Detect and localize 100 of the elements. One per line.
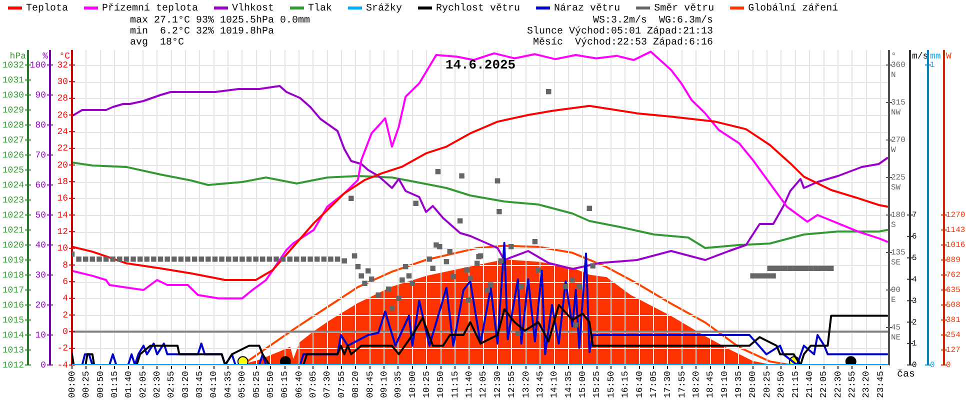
text: 14.6.2025 bbox=[445, 57, 516, 72]
y2-tick-label: 1 bbox=[912, 340, 917, 349]
y-tick-label: 1270 bbox=[946, 211, 966, 220]
y-tick-label: 45 NE bbox=[891, 324, 901, 343]
y-axis-title: ° bbox=[891, 51, 896, 62]
x-tick-label: 03:45 bbox=[195, 371, 206, 398]
x-tick-label: 12:30 bbox=[492, 371, 503, 398]
y-tick-label: 1016 bbox=[946, 241, 966, 250]
y2-tick-label: 2 bbox=[912, 318, 917, 328]
x-tick-label: 20:00 bbox=[748, 371, 758, 398]
y-tick-label: 24 bbox=[57, 127, 68, 138]
x-tick-label: 13:20 bbox=[521, 371, 532, 398]
x-tick-label: 15:50 bbox=[606, 371, 616, 398]
text: min 6.2°C 32% 1019.8hPa bbox=[130, 26, 274, 38]
y-tick-label: 2 bbox=[62, 310, 68, 320]
x-tick-label: 20:50 bbox=[776, 371, 787, 398]
y-axis-title: W bbox=[946, 51, 952, 62]
y2-tick-label: 1018 bbox=[2, 270, 24, 280]
y3-tick-label: 40 bbox=[35, 240, 46, 250]
x-tick-label: 00:00 bbox=[67, 371, 78, 398]
x-tick-label: 05:25 bbox=[252, 371, 262, 398]
y-tick-label: 635 bbox=[946, 286, 961, 296]
y-tick-label: 26 bbox=[57, 110, 68, 120]
y-tick-label: 22 bbox=[57, 144, 68, 154]
y3-tick-label: 60 bbox=[35, 180, 46, 190]
y2-tick-label: 7 bbox=[912, 211, 917, 220]
x-tick-label: 09:35 bbox=[394, 371, 404, 398]
legend-label: Přízemní teplota bbox=[102, 2, 198, 15]
text: WS:3.2m/s WG:6.3m/s bbox=[592, 14, 713, 27]
x-tick-label: 11:15 bbox=[450, 371, 460, 398]
y-tick-label: 20 bbox=[57, 160, 68, 170]
y-tick-label: 254 bbox=[946, 331, 961, 340]
x-tick-label: 15:25 bbox=[592, 371, 602, 398]
y-tick-label: 0 bbox=[946, 361, 951, 370]
x-tick-label: 02:55 bbox=[166, 371, 177, 398]
text: Slunce Východ:05:01 Západ:21:13 bbox=[526, 26, 713, 38]
x-tick-label: 00:50 bbox=[96, 371, 106, 398]
y2-tick-label: 5 bbox=[912, 254, 917, 263]
y3-tick-label: 0 bbox=[40, 360, 46, 370]
legend-label: Srážky bbox=[366, 2, 402, 15]
y-tick-label: 180 S bbox=[891, 211, 906, 230]
y2-tick-label: 1026 bbox=[2, 150, 24, 160]
y2-tick-label: 1031 bbox=[2, 75, 24, 86]
y2-tick-label: 1014 bbox=[2, 330, 24, 340]
x-tick-label: 05:50 bbox=[266, 371, 276, 398]
x-tick-label: 18:45 bbox=[706, 371, 716, 398]
y2-tick-label: 1017 bbox=[2, 285, 24, 296]
x-tick-label: 19:35 bbox=[734, 371, 744, 398]
legend-label: Náraz větru bbox=[554, 2, 620, 15]
y2-tick-label: 1027 bbox=[2, 135, 24, 146]
y-tick-label: 90 E bbox=[891, 286, 901, 306]
y-tick-label: 508 bbox=[946, 301, 961, 310]
y3-tick-label: 70 bbox=[35, 150, 46, 160]
text: Měsíc Východ:22:53 Západ:6:16 bbox=[532, 36, 713, 49]
y3-tick-label: 0 bbox=[930, 361, 935, 370]
y-tick-label: 28 bbox=[57, 94, 68, 104]
x-tick-label: 22:55 bbox=[848, 371, 858, 398]
x-tick-label: 21:40 bbox=[804, 371, 815, 398]
y-tick-label: 10 bbox=[57, 244, 68, 254]
legend-label: Teplota bbox=[26, 2, 68, 15]
y-tick-label: 8 bbox=[62, 260, 68, 270]
x-tick-label: 22:30 bbox=[833, 371, 844, 398]
x-tick-label: 19:10 bbox=[720, 371, 730, 398]
x-tick-label: 07:55 bbox=[336, 371, 347, 398]
y-tick-label: 1143 bbox=[946, 226, 966, 236]
y-axis-title: °C bbox=[59, 51, 71, 62]
x-axis-title: čas bbox=[897, 368, 916, 381]
y3-tick-label: 100 bbox=[30, 60, 46, 70]
legend-label: Směr větru bbox=[654, 2, 714, 15]
x-tick-label: 17:05 bbox=[648, 371, 659, 398]
x-tick-label: 04:10 bbox=[209, 371, 220, 398]
y2-axis-title: m/s bbox=[912, 51, 928, 62]
x-tick-label: 16:40 bbox=[634, 371, 645, 398]
x-tick-label: 16:15 bbox=[620, 371, 631, 398]
y2-tick-label: 1029 bbox=[2, 105, 24, 116]
y2-tick-label: 1032 bbox=[2, 60, 24, 70]
y3-axis-title: mm bbox=[930, 51, 941, 62]
x-tick-label: 17:55 bbox=[677, 371, 688, 398]
x-tick-label: 12:55 bbox=[507, 371, 518, 398]
x-tick-label: 15:00 bbox=[578, 371, 588, 398]
y3-tick-label: 30 bbox=[35, 270, 46, 280]
x-tick-label: 23:20 bbox=[862, 371, 872, 398]
x-tick-label: 11:40 bbox=[464, 371, 475, 398]
y-tick-label: 30 bbox=[57, 77, 68, 88]
x-tick-label: 07:30 bbox=[322, 371, 333, 398]
x-tick-label: 14:35 bbox=[564, 371, 574, 398]
x-tick-label: 06:15 bbox=[280, 371, 290, 398]
y3-tick-label: 20 bbox=[35, 300, 46, 310]
x-tick-label: 10:00 bbox=[408, 371, 418, 398]
x-tick-label: 18:20 bbox=[691, 371, 702, 398]
y-tick-label: 135 SE bbox=[891, 248, 906, 268]
y2-tick-label: 4 bbox=[912, 275, 917, 284]
x-tick-label: 17:30 bbox=[663, 371, 674, 398]
y2-tick-label: 1028 bbox=[2, 120, 24, 130]
text: max 27.1°C 93% 1025.5hPa 0.0mm bbox=[130, 14, 310, 27]
x-tick-label: 07:05 bbox=[308, 371, 319, 398]
x-tick-label: 10:50 bbox=[436, 371, 446, 398]
y-tick-label: 18 bbox=[57, 177, 68, 188]
x-tick-label: 04:35 bbox=[223, 371, 234, 398]
y-tick-label: 16 bbox=[57, 194, 68, 204]
